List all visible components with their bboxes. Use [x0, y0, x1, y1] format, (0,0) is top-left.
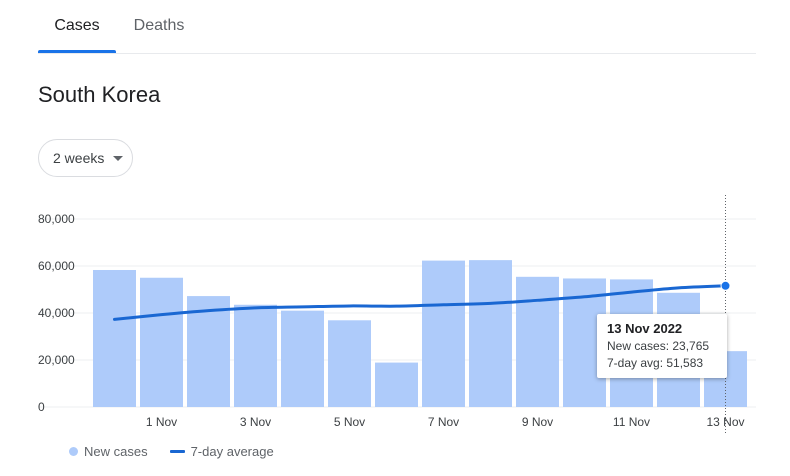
tab-bar: Cases Deaths [38, 0, 756, 54]
x-tick-label: 1 Nov [146, 415, 177, 429]
bar-new-cases [328, 320, 371, 407]
bar-new-cases [469, 260, 512, 407]
tab-cases-label: Cases [54, 17, 100, 34]
x-tick-label: 7 Nov [428, 415, 459, 429]
time-range-dropdown[interactable]: 2 weeks [38, 139, 133, 177]
legend-new-cases: New cases [69, 444, 148, 459]
y-tick-label: 40,000 [38, 306, 75, 320]
bar-new-cases [187, 296, 230, 407]
legend-7day-average-label: 7-day average [190, 444, 274, 459]
x-tick-label: 11 Nov [613, 415, 650, 429]
legend-7day-average: 7-day average [169, 444, 274, 459]
y-tick-label: 80,000 [38, 212, 75, 226]
tab-cases[interactable]: Cases [38, 0, 116, 53]
x-tick-label: 13 Nov [706, 415, 744, 429]
tooltip-7day-avg: 7-day avg: 51,583 [607, 356, 704, 370]
region-title: South Korea [38, 82, 161, 107]
average-line-icon [169, 450, 185, 453]
bar-new-cases [93, 269, 136, 407]
bar-new-cases [375, 362, 418, 407]
highlight-point [720, 280, 731, 291]
tooltip-new-cases: New cases: 23,765 [607, 339, 710, 353]
tooltip-date: 13 Nov 2022 [607, 321, 683, 336]
bar-new-cases [140, 277, 183, 407]
tab-deaths-label: Deaths [133, 17, 185, 34]
y-tick-label: 0 [38, 400, 45, 414]
tab-deaths[interactable]: Deaths [120, 0, 198, 52]
legend-new-cases-label: New cases [84, 444, 148, 459]
chart-tooltip: 13 Nov 2022 New cases: 23,765 7-day avg:… [597, 314, 727, 378]
caret-down-icon [113, 155, 124, 161]
active-tab-indicator [38, 50, 116, 53]
y-tick-label: 60,000 [38, 259, 75, 273]
y-tick-label: 20,000 [38, 353, 75, 367]
bar-new-cases [234, 304, 277, 407]
bar-new-cases [516, 276, 559, 407]
new-cases-dot-icon [69, 447, 78, 456]
x-tick-label: 5 Nov [334, 415, 365, 429]
time-range-value: 2 weeks [53, 150, 105, 166]
x-tick-label: 3 Nov [240, 415, 271, 429]
chart-legend: New cases 7-day average [69, 444, 296, 459]
cases-chart: 0 20,000 40,000 60,000 80,000 1 Nov 3 Nov 5 No… [38, 195, 756, 435]
x-tick-label: 9 Nov [522, 415, 553, 429]
bar-new-cases [281, 310, 324, 407]
bar-new-cases [422, 260, 465, 407]
line-7day-average [113, 284, 727, 321]
